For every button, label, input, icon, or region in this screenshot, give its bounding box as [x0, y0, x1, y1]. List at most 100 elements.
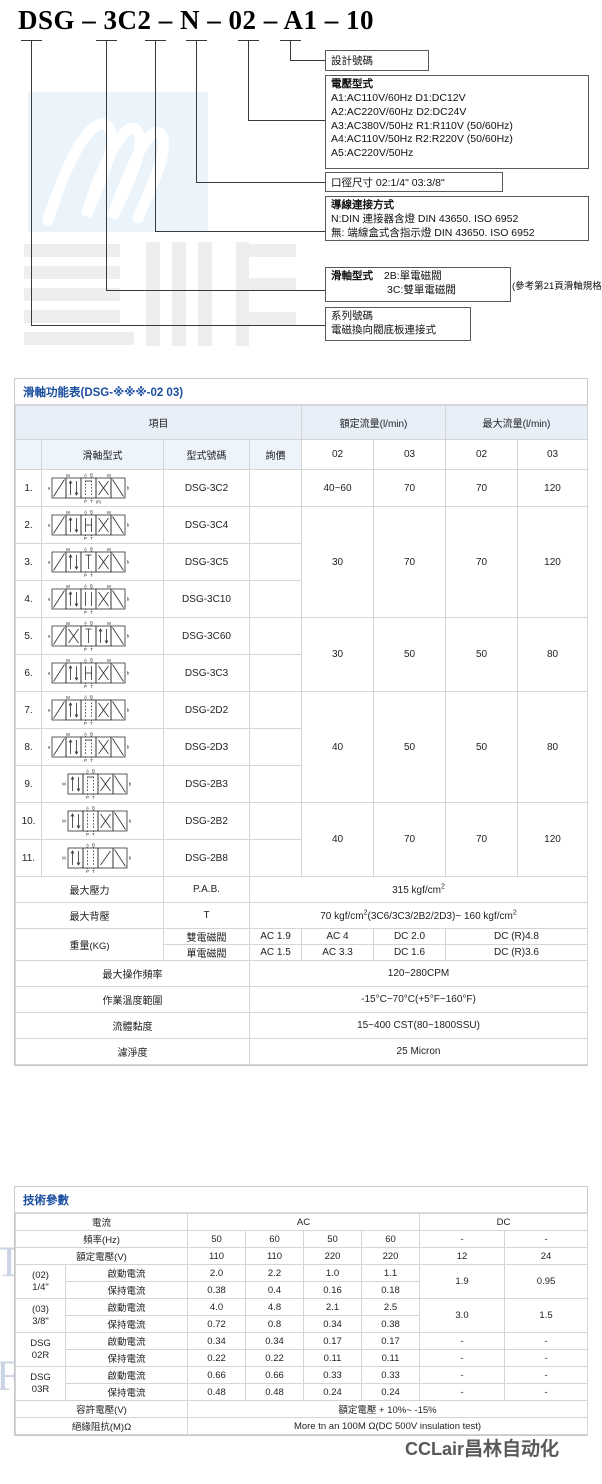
svg-text:M: M: [107, 547, 111, 552]
holding-1-3: 0.38: [361, 1315, 421, 1333]
holding-2-2: 0.11: [303, 1349, 363, 1367]
row-number: 9.: [15, 765, 42, 803]
rated-voltage-5: 24: [504, 1247, 589, 1265]
holding-2-1: 0.22: [245, 1349, 305, 1367]
tech-row-frequency: 頻率(Hz) 50 60 50 60- -: [14, 1230, 589, 1248]
holding-2-3: 0.11: [361, 1349, 421, 1367]
flow-max03: 80: [517, 691, 588, 803]
flow-rated02: 30: [301, 617, 374, 692]
svg-text:P: P: [84, 721, 87, 726]
svg-text:P: P: [84, 536, 87, 541]
inrush-3-3: 0.33: [361, 1366, 421, 1384]
svg-text:M: M: [66, 547, 70, 552]
svg-text:B: B: [90, 546, 93, 551]
svg-text:P: P: [86, 795, 89, 800]
svg-text:M: M: [66, 621, 70, 626]
spec-row-max-frequency: 最大操作頻率 120~280CPM: [15, 960, 588, 987]
frequency-3: 60: [361, 1230, 421, 1248]
flow-rated02: 40: [301, 691, 374, 803]
value-operating-temperature: -15°C~70°C(+5°F~160°F): [249, 986, 588, 1013]
inrush-1-2: 2.1: [303, 1298, 363, 1316]
flow-rated02: 30: [301, 506, 374, 618]
flow-max02: 70: [445, 506, 518, 618]
svg-text:b: b: [128, 819, 131, 824]
svg-text:B: B: [92, 768, 95, 773]
header-size-0: 02: [301, 439, 374, 470]
weight-double-3: DC (R)4.8: [445, 928, 588, 945]
header-rowno: [15, 439, 42, 470]
label-fluid-viscosity: 流體黏度: [15, 1012, 250, 1039]
row-number: 4.: [15, 580, 42, 618]
weight-double-1: AC 4: [301, 928, 374, 945]
inquiry-cell[interactable]: [249, 506, 302, 544]
model-code-cell: DSG-2B2: [163, 802, 250, 840]
header-model-code: 型式號碼: [163, 439, 250, 470]
holding-0-3: 0.18: [361, 1281, 421, 1299]
label-rated-voltage: 額定電壓(V): [14, 1247, 189, 1265]
spool-panel-title: 滑軸功能表(DSG-※※※-02 03): [15, 379, 587, 405]
spec-row-filtration: 濾淨度 25 Micron: [15, 1038, 588, 1065]
spool-subheader-row: 滑軸型式 型式號碼 詢價 02 03 02 03: [15, 439, 588, 470]
inrush-0-1: 2.2: [245, 1264, 305, 1282]
model-code-cell: DSG-2B3: [163, 765, 250, 803]
tech-panel-title: 技術參數: [15, 1187, 587, 1213]
inquiry-cell[interactable]: [249, 654, 302, 692]
label-allow-voltage: 容許電壓(V): [14, 1400, 189, 1418]
label-operating-temperature: 作業溫度範圍: [15, 986, 250, 1013]
inquiry-cell[interactable]: [249, 469, 302, 507]
svg-text:M: M: [66, 695, 70, 700]
flow-rated02: 40~60: [301, 469, 374, 507]
weight-single-0: AC 1.5: [249, 944, 302, 961]
flow-max03: 120: [517, 469, 588, 507]
svg-text:A: A: [84, 731, 87, 736]
inquiry-cell[interactable]: [249, 691, 302, 729]
svg-text:M: M: [62, 856, 66, 861]
frequency-4: -: [419, 1230, 506, 1248]
spec-row-fluid-viscosity: 流體黏度 15~400 CST(80~1800SSU): [15, 1012, 588, 1039]
flow-rated03: 50: [373, 617, 446, 692]
svg-text:B: B: [92, 805, 95, 810]
label-back-pressure: 最大背壓: [15, 902, 164, 929]
dc2-holding-3: -: [504, 1383, 589, 1401]
flow-max03: 120: [517, 506, 588, 618]
inrush-2-0: 0.34: [187, 1332, 247, 1350]
label-holding-1: 保持電流: [64, 1315, 189, 1333]
frequency-0: 50: [187, 1230, 247, 1248]
svg-text:T: T: [90, 647, 93, 652]
svg-text:b: b: [126, 597, 129, 602]
dc1-holding-3: -: [419, 1383, 506, 1401]
inquiry-cell[interactable]: [249, 839, 302, 877]
inquiry-cell[interactable]: [249, 617, 302, 655]
flow-rated03: 70: [373, 506, 446, 618]
inrush-1-0: 4.0: [187, 1298, 247, 1316]
inquiry-cell[interactable]: [249, 765, 302, 803]
model-code-cell: DSG-2B8: [163, 839, 250, 877]
header-size-3: 03: [517, 439, 588, 470]
svg-text:A: A: [86, 768, 89, 773]
port-max-pressure: P.A.B.: [163, 876, 250, 903]
weight-double-2: DC 2.0: [373, 928, 446, 945]
tech-row-insulation: 絕緣阻抗(M)Ω More tn an 100M Ω(DC 500V insula…: [14, 1417, 589, 1435]
inquiry-cell[interactable]: [249, 802, 302, 840]
callout-spool-type: 滑軸型式 2B:單電磁閥 3C:雙單電磁閥: [325, 267, 511, 302]
inquiry-cell[interactable]: [249, 580, 302, 618]
rated-voltage-2: 220: [303, 1247, 363, 1265]
inrush-3-2: 0.33: [303, 1366, 363, 1384]
holding-3-0: 0.48: [187, 1383, 247, 1401]
svg-text:T: T: [90, 610, 93, 615]
inquiry-cell[interactable]: [249, 728, 302, 766]
svg-text:B: B: [90, 657, 93, 662]
spool-header-row: 項目 額定流量(l/min) 最大流量(l/min): [15, 405, 588, 440]
svg-text:A: A: [84, 620, 87, 625]
svg-text:T: T: [92, 795, 95, 800]
label-ac: AC: [187, 1213, 421, 1231]
inquiry-cell[interactable]: [249, 543, 302, 581]
dc1-inrush-3: -: [419, 1366, 506, 1384]
